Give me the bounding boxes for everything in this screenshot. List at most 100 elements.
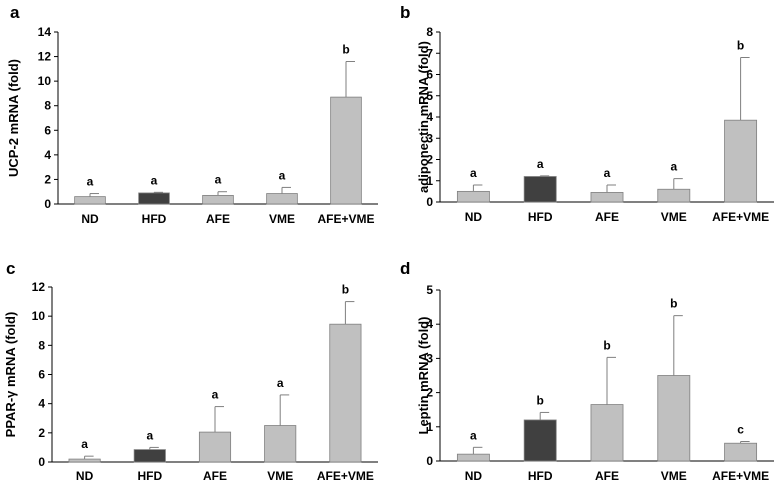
panel-c: c 0 2 4 6 8 10 12 PPAR-γ mRNA (fold) a ND a HFD a AFE a… xyxy=(3,259,378,483)
category-label: AFE+VME xyxy=(317,212,374,226)
category-label: VME xyxy=(661,469,687,483)
significance-label: a xyxy=(470,428,477,442)
significance-label: a xyxy=(670,160,677,174)
y-tick-label: 0 xyxy=(44,197,51,211)
panel-b: b 0 1 2 3 4 5 6 7 8 adiponectin mRNA (fold) a ND a HFD… xyxy=(400,3,774,224)
y-tick-label: 1 xyxy=(426,174,433,188)
category-label: AFE+VME xyxy=(712,210,769,224)
significance-label: a xyxy=(81,437,88,451)
y-axis-title: Leptin mRNA (fold) xyxy=(416,317,431,435)
y-tick-label: 5 xyxy=(426,283,433,297)
bar-nd xyxy=(68,458,101,463)
y-tick-label: 6 xyxy=(44,123,51,137)
significance-label: a xyxy=(279,168,286,182)
y-tick-label: 2 xyxy=(426,386,433,400)
y-tick-label: 0 xyxy=(38,455,45,469)
panel-letter: d xyxy=(400,259,410,278)
bar-afe xyxy=(202,194,234,205)
category-label: HFD xyxy=(528,210,553,224)
bar-afe xyxy=(590,404,624,462)
y-tick-label: 5 xyxy=(426,89,433,103)
y-tick-label: 4 xyxy=(44,148,51,162)
y-tick-label: 12 xyxy=(32,280,46,294)
significance-label: a xyxy=(87,175,94,189)
significance-label: a xyxy=(212,388,219,402)
bar-hfd xyxy=(133,449,166,463)
category-label: VME xyxy=(661,210,687,224)
category-label: HFD xyxy=(137,469,162,483)
y-tick-label: 6 xyxy=(38,368,45,382)
y-tick-label: 10 xyxy=(38,74,52,88)
y-tick-label: 2 xyxy=(44,172,51,186)
significance-label: a xyxy=(151,173,158,187)
y-tick-label: 0 xyxy=(426,195,433,209)
y-tick-label: 3 xyxy=(426,131,433,145)
y-tick-label: 12 xyxy=(38,50,52,64)
category-label: ND xyxy=(76,469,94,483)
y-tick-label: 0 xyxy=(426,454,433,468)
y-tick-label: 8 xyxy=(44,99,51,113)
panel-letter: a xyxy=(10,3,20,22)
category-label: AFE xyxy=(595,469,619,483)
y-tick-label: 10 xyxy=(32,309,46,323)
category-label: ND xyxy=(81,212,99,226)
category-label: ND xyxy=(465,210,483,224)
bar-vme xyxy=(264,425,297,463)
y-tick-label: 3 xyxy=(426,351,433,365)
category-label: HFD xyxy=(528,469,553,483)
panel-letter: c xyxy=(6,259,15,278)
bar-hfd xyxy=(138,192,170,205)
category-label: ND xyxy=(465,469,483,483)
y-tick-label: 1 xyxy=(426,420,433,434)
bar-nd xyxy=(456,190,490,203)
bar-vme xyxy=(657,375,691,462)
significance-label: b xyxy=(737,39,744,53)
bar-afe-plus-vme xyxy=(330,96,362,205)
bar-afe-plus-vme xyxy=(724,442,758,462)
category-label: AFE xyxy=(203,469,227,483)
category-label: HFD xyxy=(142,212,167,226)
category-label: VME xyxy=(269,212,295,226)
significance-label: b xyxy=(342,283,349,297)
bar-nd xyxy=(456,453,490,462)
category-label: AFE+VME xyxy=(317,469,374,483)
bar-afe xyxy=(198,431,232,463)
y-tick-label: 4 xyxy=(426,317,433,331)
y-tick-label: 14 xyxy=(38,25,52,39)
significance-label: b xyxy=(537,393,544,407)
significance-label: b xyxy=(670,297,677,311)
significance-label: b xyxy=(342,42,349,56)
bar-hfd xyxy=(523,176,557,203)
bar-afe xyxy=(590,192,624,203)
bar-vme xyxy=(266,193,298,205)
panel-d: d 0 1 2 3 4 5 Leptin mRNA (fold) a ND b HFD b AFE b VME… xyxy=(400,259,774,483)
significance-label: a xyxy=(537,157,544,171)
y-tick-label: 2 xyxy=(38,426,45,440)
bar-afe-plus-vme xyxy=(724,119,758,203)
y-tick-label: 8 xyxy=(426,25,433,39)
category-label: AFE xyxy=(206,212,230,226)
bar-nd xyxy=(74,196,106,205)
y-tick-label: 4 xyxy=(38,397,45,411)
y-tick-label: 2 xyxy=(426,153,433,167)
significance-label: a xyxy=(470,166,477,180)
y-tick-label: 6 xyxy=(426,68,433,82)
y-tick-label: 7 xyxy=(426,46,433,60)
panel-letter: b xyxy=(400,3,410,22)
bar-vme xyxy=(657,188,691,203)
y-axis-title: adiponectin mRNA (fold) xyxy=(416,41,431,193)
panel-a: a 0 2 4 6 8 10 12 14 UCP-2 mRNA (fold) a ND a HFD a AFE… xyxy=(6,3,378,226)
significance-label: a xyxy=(604,166,611,180)
category-label: AFE+VME xyxy=(712,469,769,483)
y-axis-title: PPAR-γ mRNA (fold) xyxy=(3,312,18,438)
significance-label: a xyxy=(146,428,153,442)
bar-hfd xyxy=(523,419,557,462)
y-tick-label: 8 xyxy=(38,338,45,352)
significance-label: a xyxy=(215,173,222,187)
y-tick-label: 4 xyxy=(426,110,433,124)
significance-label: a xyxy=(277,376,284,390)
bar-afe-plus-vme xyxy=(329,323,362,463)
category-label: VME xyxy=(267,469,293,483)
y-axis-title: UCP-2 mRNA (fold) xyxy=(6,59,21,177)
